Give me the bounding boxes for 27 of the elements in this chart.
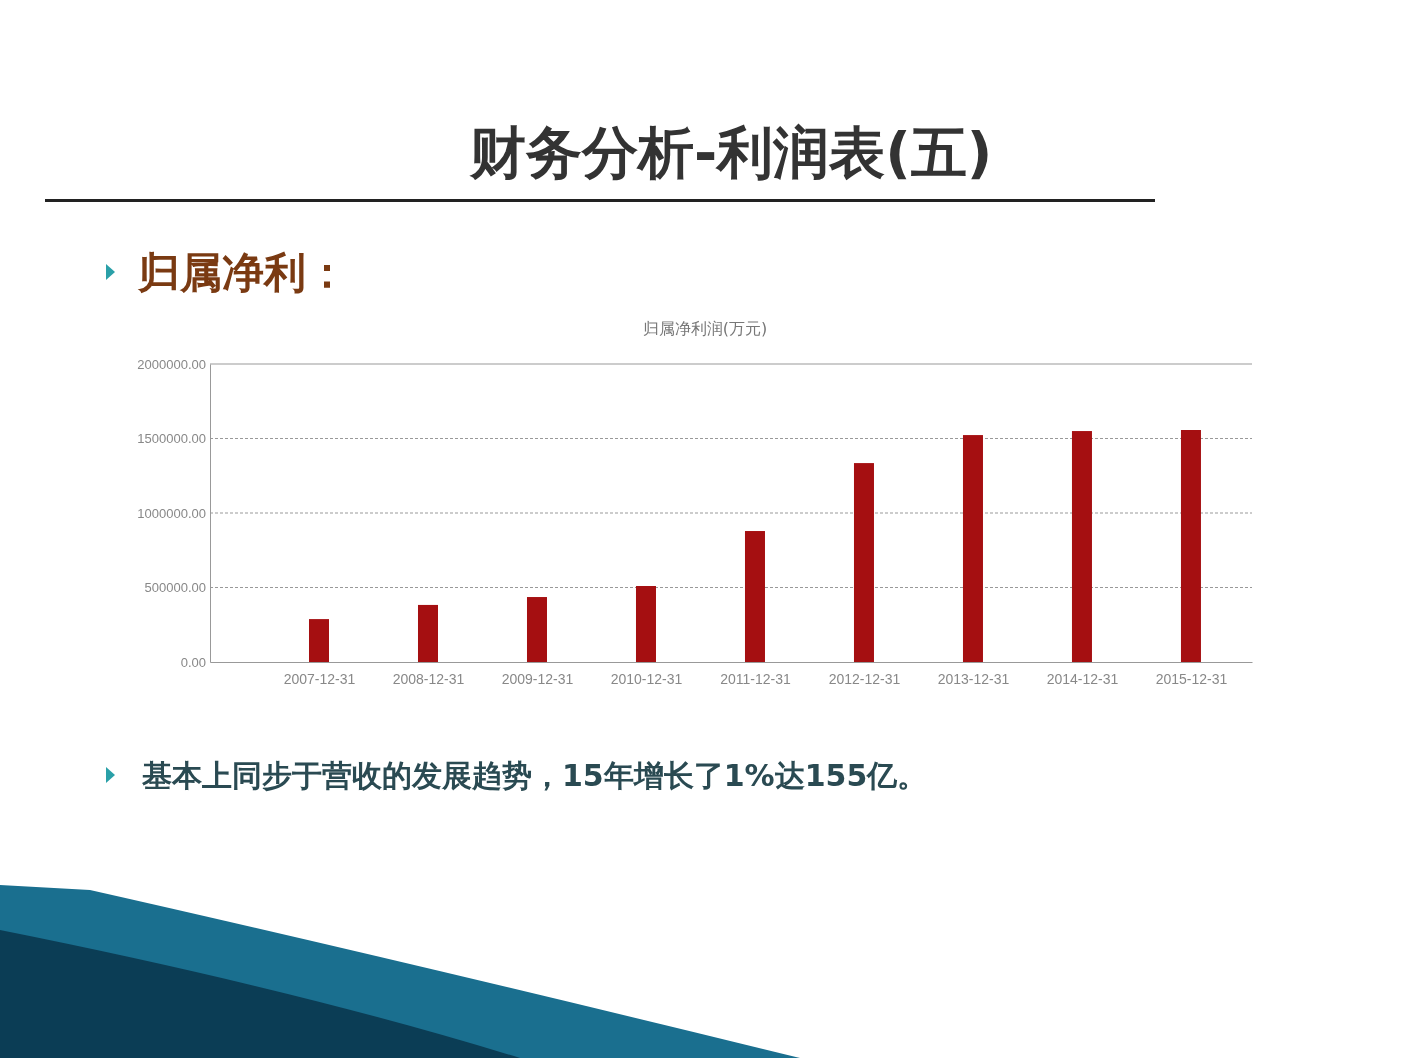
- bar: [417, 604, 438, 662]
- x-tick-label: 2007-12-31: [283, 670, 356, 687]
- x-tick-label: 2011-12-31: [720, 670, 791, 687]
- y-tick-label: 500000.00: [144, 580, 206, 596]
- chart-subtitle: 归属净利：: [137, 248, 348, 297]
- bar: [309, 619, 329, 662]
- bar: [635, 586, 656, 662]
- bar: [853, 463, 874, 662]
- x-tick-label: 2014-12-31: [1046, 670, 1119, 687]
- x-tick-label: 2010-12-31: [610, 670, 683, 687]
- y-tick-label: 1000000.00: [137, 505, 206, 521]
- x-tick-label: 2013-12-31: [937, 670, 1010, 687]
- bar: [962, 435, 983, 662]
- bar: [1180, 430, 1201, 662]
- chart-title: 财务分析-利润表(五): [469, 120, 993, 185]
- bar: [1071, 431, 1092, 662]
- bar: [526, 597, 547, 662]
- x-tick-label: 2008-12-31: [392, 670, 465, 687]
- bar: [744, 531, 765, 662]
- text: 基本上同步于营收的发展趋势，15年增长了1%达155亿。: [141, 758, 928, 793]
- text: 归属净利润(万元): [642, 319, 768, 338]
- x-tick-label: 2015-12-31: [1155, 670, 1228, 687]
- x-tick-label: 2012-12-31: [828, 670, 901, 687]
- y-tick-label: 0.00: [180, 654, 206, 670]
- y-tick-label: 1500000.00: [137, 431, 206, 447]
- y-tick-label: 2000000.00: [137, 356, 206, 372]
- x-tick-label: 2009-12-31: [501, 670, 574, 687]
